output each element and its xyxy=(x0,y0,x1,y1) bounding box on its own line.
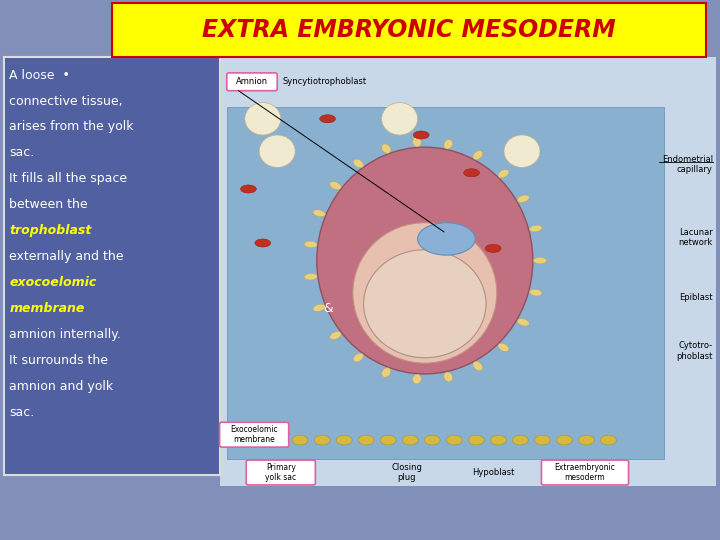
Ellipse shape xyxy=(330,181,341,190)
Ellipse shape xyxy=(473,361,482,370)
Text: Lacunar
network: Lacunar network xyxy=(678,228,713,247)
FancyBboxPatch shape xyxy=(112,3,706,57)
Ellipse shape xyxy=(245,103,281,135)
Ellipse shape xyxy=(418,222,475,255)
Text: Closing
plug: Closing plug xyxy=(392,463,422,482)
Ellipse shape xyxy=(248,435,264,445)
Ellipse shape xyxy=(600,435,616,445)
Ellipse shape xyxy=(292,435,308,445)
Text: externally and the: externally and the xyxy=(9,250,124,263)
Ellipse shape xyxy=(468,435,484,445)
Ellipse shape xyxy=(354,353,364,362)
FancyBboxPatch shape xyxy=(220,422,289,447)
Ellipse shape xyxy=(330,332,341,340)
Ellipse shape xyxy=(313,210,325,217)
Ellipse shape xyxy=(534,258,546,264)
Text: It fills all the space: It fills all the space xyxy=(9,172,127,185)
Text: connective tissue,: connective tissue, xyxy=(9,94,123,107)
Ellipse shape xyxy=(424,435,440,445)
Ellipse shape xyxy=(382,103,418,135)
Ellipse shape xyxy=(534,435,550,445)
Ellipse shape xyxy=(336,435,352,445)
Ellipse shape xyxy=(504,135,540,167)
Ellipse shape xyxy=(364,249,486,357)
Ellipse shape xyxy=(413,137,421,147)
Text: membrane: membrane xyxy=(9,302,85,315)
Ellipse shape xyxy=(240,185,256,193)
Ellipse shape xyxy=(446,435,462,445)
Text: Cytotro-
phoblast: Cytotro- phoblast xyxy=(676,341,713,361)
Text: Hypoblast: Hypoblast xyxy=(472,468,514,477)
Ellipse shape xyxy=(380,435,396,445)
Ellipse shape xyxy=(485,244,501,252)
Ellipse shape xyxy=(255,239,271,247)
Text: between the: between the xyxy=(9,198,88,211)
Ellipse shape xyxy=(490,435,506,445)
Ellipse shape xyxy=(517,319,529,326)
Text: Extraembryonic
mesoderm: Extraembryonic mesoderm xyxy=(554,463,616,482)
Ellipse shape xyxy=(513,435,528,445)
Ellipse shape xyxy=(314,435,330,445)
Ellipse shape xyxy=(305,241,317,248)
FancyBboxPatch shape xyxy=(541,460,629,485)
Ellipse shape xyxy=(313,305,325,312)
Ellipse shape xyxy=(529,289,542,296)
Bar xyxy=(220,57,716,486)
Ellipse shape xyxy=(305,273,317,280)
Text: Syncytiotrophoblast: Syncytiotrophoblast xyxy=(282,77,366,86)
Ellipse shape xyxy=(413,374,421,384)
Text: EXTRA EMBRYONIC MESODERM: EXTRA EMBRYONIC MESODERM xyxy=(202,18,616,42)
FancyBboxPatch shape xyxy=(246,460,315,485)
Ellipse shape xyxy=(382,368,391,377)
Ellipse shape xyxy=(317,147,533,374)
Ellipse shape xyxy=(557,435,572,445)
Ellipse shape xyxy=(270,435,286,445)
Ellipse shape xyxy=(320,115,336,123)
Text: amnion internally.: amnion internally. xyxy=(9,328,121,341)
Ellipse shape xyxy=(529,225,542,232)
Text: amnion and yolk: amnion and yolk xyxy=(9,380,114,393)
Ellipse shape xyxy=(578,435,594,445)
Text: &: & xyxy=(320,302,338,315)
Text: Primary
yolk sac: Primary yolk sac xyxy=(265,463,297,482)
Ellipse shape xyxy=(382,144,391,153)
Ellipse shape xyxy=(359,435,374,445)
Text: Endometrial
capillary: Endometrial capillary xyxy=(662,155,713,174)
Text: Amnion: Amnion xyxy=(236,77,268,86)
Text: A loose  •: A loose • xyxy=(9,69,71,82)
FancyBboxPatch shape xyxy=(227,73,277,91)
FancyBboxPatch shape xyxy=(227,107,664,459)
Ellipse shape xyxy=(464,168,480,177)
Ellipse shape xyxy=(444,139,453,149)
Ellipse shape xyxy=(402,435,418,445)
FancyBboxPatch shape xyxy=(4,57,220,475)
Text: sac.: sac. xyxy=(9,146,35,159)
Ellipse shape xyxy=(413,131,429,139)
Ellipse shape xyxy=(354,159,364,168)
Ellipse shape xyxy=(353,222,497,363)
Ellipse shape xyxy=(498,343,509,352)
Ellipse shape xyxy=(498,170,509,178)
Ellipse shape xyxy=(444,372,453,382)
Ellipse shape xyxy=(517,195,529,202)
Text: It surrounds the: It surrounds the xyxy=(9,354,108,367)
Text: exocoelomic: exocoelomic xyxy=(9,276,96,289)
Text: trophoblast: trophoblast xyxy=(9,224,91,237)
Ellipse shape xyxy=(259,135,295,167)
Text: Exocoelomic
membrane: Exocoelomic membrane xyxy=(230,425,278,444)
Text: Epiblast: Epiblast xyxy=(679,293,713,301)
Text: arises from the yolk: arises from the yolk xyxy=(9,120,134,133)
Text: sac.: sac. xyxy=(9,406,35,419)
Ellipse shape xyxy=(534,258,546,264)
Ellipse shape xyxy=(226,435,242,445)
Ellipse shape xyxy=(473,151,482,160)
